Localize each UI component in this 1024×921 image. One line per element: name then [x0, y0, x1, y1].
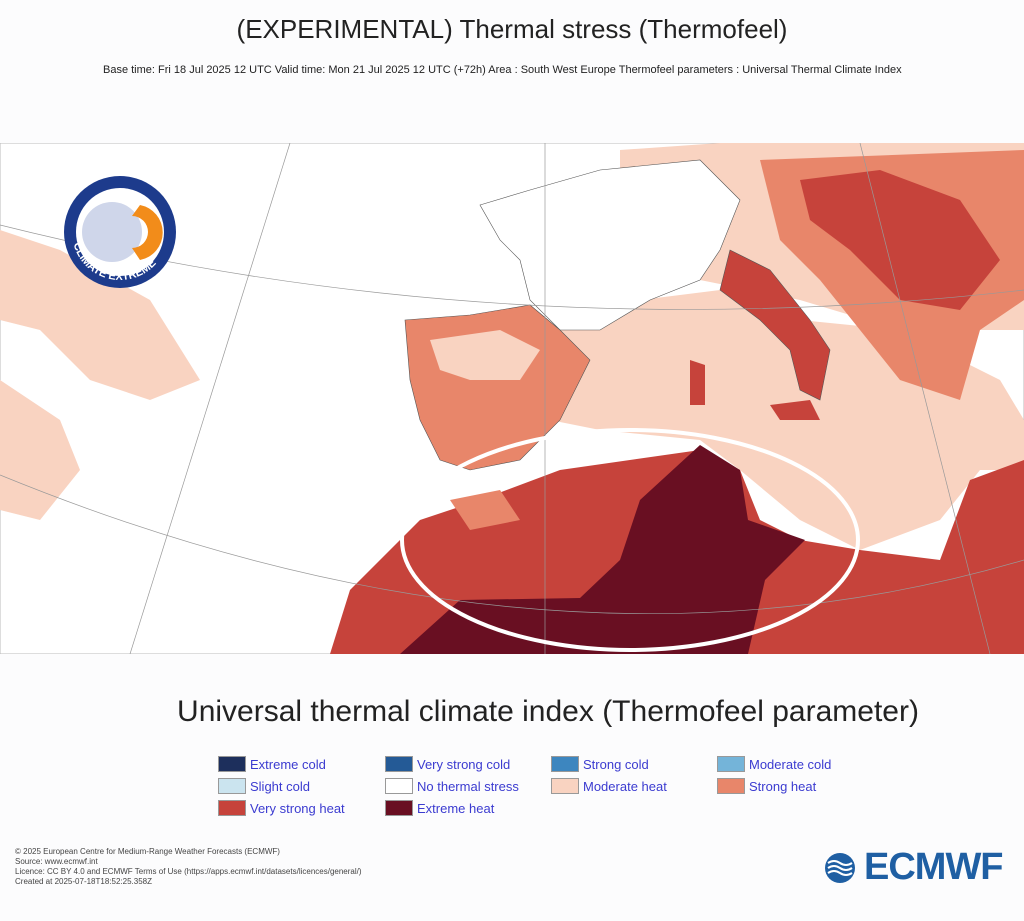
legend-item: Extreme cold — [218, 755, 326, 773]
legend-item: Very strong cold — [385, 755, 510, 773]
legend-item: Strong heat — [717, 777, 816, 795]
map: CLIMATE EXTREME — [0, 143, 1024, 654]
footer: © 2025 European Centre for Medium-Range … — [15, 847, 362, 887]
legend-label: Moderate heat — [583, 778, 667, 794]
legend-item: Very strong heat — [218, 799, 345, 817]
legend-label: No thermal stress — [417, 778, 519, 794]
legend-swatch — [218, 756, 246, 772]
footer-line: Created at 2025-07-18T18:52:25.358Z — [15, 877, 152, 886]
legend-swatch — [717, 756, 745, 772]
legend-label: Slight cold — [250, 778, 310, 794]
legend-swatch — [218, 778, 246, 794]
legend-swatch — [218, 800, 246, 816]
legend-swatch — [385, 778, 413, 794]
title: (EXPERIMENTAL) Thermal stress (Thermofee… — [236, 14, 788, 44]
legend-item: Extreme heat — [385, 799, 494, 817]
legend-item: Moderate cold — [717, 755, 831, 773]
footer-line: Source: www.ecmwf.int — [15, 857, 98, 866]
brand-name: ECMWF — [864, 846, 1004, 888]
legend-title: Universal thermal climate index (Thermof… — [177, 695, 919, 728]
legend-label: Very strong cold — [417, 756, 511, 772]
footer-line: © 2025 European Centre for Medium-Range … — [15, 847, 280, 856]
brand-icon — [825, 852, 855, 883]
legend-item: Strong cold — [551, 755, 649, 773]
brand-logo: ECMWF — [820, 846, 1004, 889]
subtitle: Base time: Fri 18 Jul 2025 12 UTC Valid … — [103, 64, 902, 76]
legend-label: Extreme cold — [250, 756, 326, 772]
legend-label: Strong heat — [749, 778, 817, 794]
legend-swatch — [717, 778, 745, 794]
legend-label: Extreme heat — [417, 800, 495, 816]
legend-item: Moderate heat — [551, 777, 667, 795]
legend-item: Slight cold — [218, 777, 310, 795]
legend-swatch — [551, 778, 579, 794]
legend-swatch — [385, 756, 413, 772]
legend-item: No thermal stress — [385, 777, 519, 795]
footer-line: Licence: CC BY 4.0 and ECMWF Terms of Us… — [15, 867, 362, 876]
legend-swatch — [551, 756, 579, 772]
legend-label: Strong cold — [583, 756, 649, 772]
legend-label: Moderate cold — [749, 756, 832, 772]
legend-swatch — [385, 800, 413, 816]
legend-label: Very strong heat — [250, 800, 345, 816]
